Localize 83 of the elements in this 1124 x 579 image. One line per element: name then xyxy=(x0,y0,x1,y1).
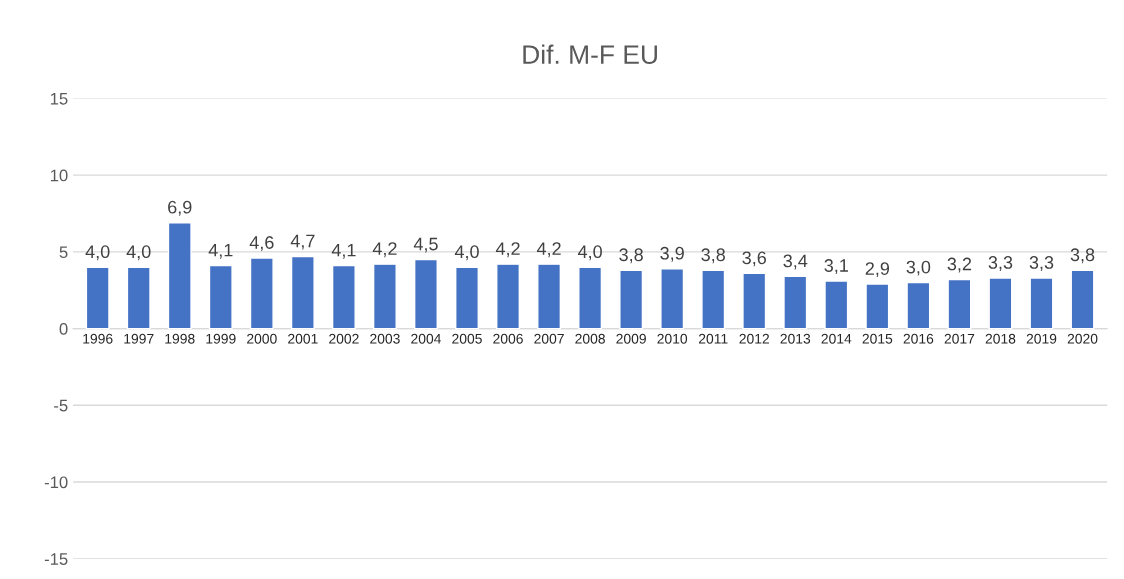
bar xyxy=(578,266,603,330)
x-tick-label: 2017 xyxy=(944,333,975,344)
bar xyxy=(290,255,315,330)
bar xyxy=(85,266,110,330)
data-label: 2,9 xyxy=(865,262,890,278)
x-tick-label: 2016 xyxy=(903,333,934,344)
data-label: 3,4 xyxy=(783,254,808,270)
bar xyxy=(947,278,972,330)
bar xyxy=(865,283,890,330)
x-tick-label: 2005 xyxy=(452,333,482,344)
bar xyxy=(742,272,767,330)
data-label: 4,0 xyxy=(85,245,110,261)
y-tick-label: -5 xyxy=(54,399,68,412)
data-label: 3,3 xyxy=(988,256,1013,271)
bar xyxy=(1070,269,1095,330)
x-tick-label: 2002 xyxy=(329,333,359,344)
data-label: 4,6 xyxy=(249,236,274,252)
bar xyxy=(496,263,521,330)
bar xyxy=(331,264,356,330)
x-tick-label: 1999 xyxy=(206,333,236,344)
x-tick-label: 2019 xyxy=(1026,333,1057,344)
data-label: 4,0 xyxy=(577,245,602,261)
bar xyxy=(1029,277,1054,330)
y-tick-label: -10 xyxy=(44,476,68,489)
data-label: 3,8 xyxy=(701,248,725,264)
x-tick-label: 2003 xyxy=(370,333,400,344)
x-tick-label: 1996 xyxy=(83,333,113,344)
x-tick-label: 2010 xyxy=(657,333,688,344)
bar xyxy=(208,264,233,330)
data-label: 4,2 xyxy=(372,242,397,258)
x-tick-label: 2013 xyxy=(780,333,811,344)
bar xyxy=(372,263,397,330)
bar xyxy=(167,222,192,330)
x-tick-label: 1997 xyxy=(124,333,154,344)
y-tick-label: -15 xyxy=(44,553,68,565)
data-label: 3,8 xyxy=(1070,248,1095,264)
bar xyxy=(455,266,479,330)
data-label: 3,9 xyxy=(660,246,684,262)
y-tick-label: 10 xyxy=(50,169,68,182)
bar xyxy=(701,269,726,330)
data-label: 4,2 xyxy=(495,242,520,258)
data-label: 3,8 xyxy=(619,248,643,264)
bar xyxy=(783,275,808,330)
bar xyxy=(413,258,438,330)
x-tick-label: 2007 xyxy=(534,333,564,344)
data-label: 4,7 xyxy=(290,234,315,250)
data-label: 4,0 xyxy=(126,245,151,261)
y-tick-label: 0 xyxy=(59,322,68,335)
bar xyxy=(988,277,1013,330)
x-tick-label: 2014 xyxy=(821,333,852,344)
data-label: 4,0 xyxy=(454,245,479,261)
x-tick-label: 2020 xyxy=(1067,333,1098,344)
data-label: 4,2 xyxy=(536,242,561,258)
data-label: 3,0 xyxy=(906,260,931,276)
x-tick-label: 2008 xyxy=(575,333,605,344)
x-tick-label: 1998 xyxy=(165,333,195,344)
x-tick-label: 2015 xyxy=(862,333,893,344)
bar xyxy=(906,281,931,330)
data-label: 3,3 xyxy=(1029,256,1054,271)
bar xyxy=(537,263,562,330)
bar xyxy=(824,280,849,330)
x-tick-label: 2012 xyxy=(739,333,769,344)
x-tick-label: 2001 xyxy=(288,333,318,344)
bar xyxy=(619,269,644,330)
x-tick-label: 2000 xyxy=(247,333,277,344)
bar xyxy=(660,268,685,330)
data-label: 4,5 xyxy=(413,237,438,253)
x-tick-label: 2006 xyxy=(493,333,523,344)
x-tick-label: 2004 xyxy=(411,333,441,344)
data-label: 3,6 xyxy=(742,251,766,267)
data-label: 4,1 xyxy=(208,243,233,259)
data-label: 3,1 xyxy=(824,259,848,275)
x-tick-label: 2018 xyxy=(985,333,1016,344)
data-label: 3,2 xyxy=(947,257,972,273)
data-label: 4,1 xyxy=(331,243,356,259)
chart-title: Dif. M-F EU xyxy=(523,44,657,64)
y-tick-label: 15 xyxy=(50,93,68,105)
data-label: 6,9 xyxy=(168,200,192,216)
x-tick-label: 2011 xyxy=(698,333,728,344)
bar xyxy=(249,257,274,330)
bar xyxy=(126,266,151,330)
x-tick-label: 2009 xyxy=(616,333,646,344)
y-tick-label: 5 xyxy=(59,246,68,259)
